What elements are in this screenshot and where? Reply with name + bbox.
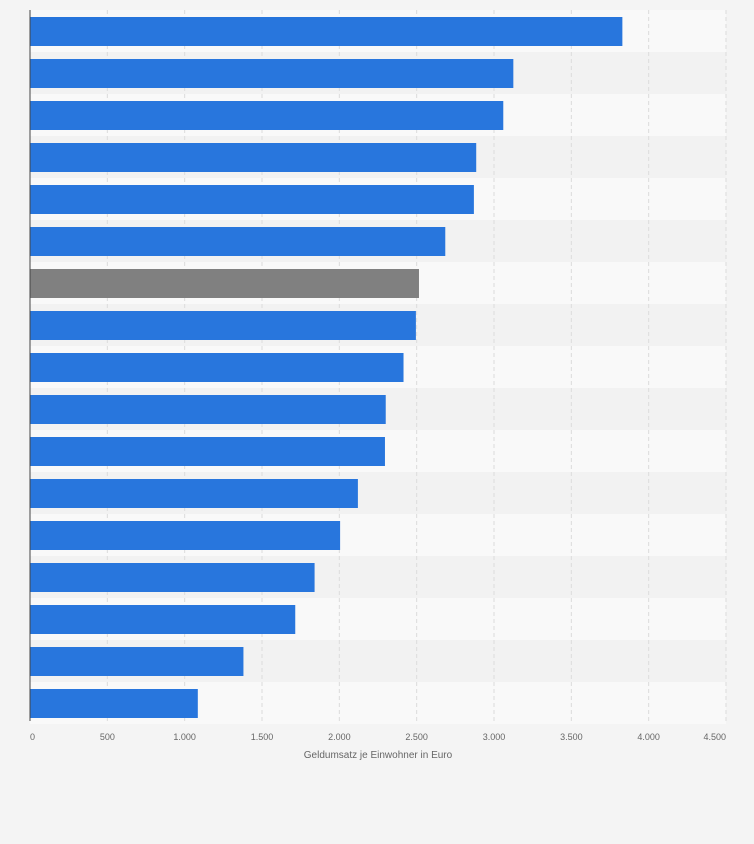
x-tick-label: 1.000 xyxy=(173,732,196,742)
x-tick-label: 0 xyxy=(30,732,35,742)
bar[interactable] xyxy=(30,647,244,676)
bar[interactable] xyxy=(30,563,315,592)
bar[interactable] xyxy=(30,185,474,214)
bar[interactable] xyxy=(30,17,623,46)
bar[interactable] xyxy=(30,59,514,88)
x-tick-label: 2.000 xyxy=(328,732,351,742)
bars xyxy=(30,17,623,718)
x-tick-label: 4.500 xyxy=(703,732,726,742)
x-tick-label: 4.000 xyxy=(637,732,660,742)
x-tick-label: 2.500 xyxy=(405,732,428,742)
x-tick-label: 500 xyxy=(100,732,115,742)
bar[interactable] xyxy=(30,521,341,550)
bar[interactable] xyxy=(30,101,504,130)
x-tick-label: 1.500 xyxy=(251,732,274,742)
x-tick-label: 3.000 xyxy=(483,732,506,742)
bar[interactable] xyxy=(30,353,404,382)
bar[interactable] xyxy=(30,227,446,256)
bar[interactable] xyxy=(30,479,358,508)
bar[interactable] xyxy=(30,437,385,466)
bar[interactable] xyxy=(30,269,419,298)
x-tick-labels: 0 500 1.000 1.500 2.000 2.500 3.000 3.500 4.000 4… xyxy=(30,732,726,742)
x-axis-label: Geldumsatz je Einwohner in Euro xyxy=(304,750,453,761)
bar[interactable] xyxy=(30,689,198,718)
bar[interactable] xyxy=(30,311,416,340)
bar[interactable] xyxy=(30,605,296,634)
bar[interactable] xyxy=(30,143,477,172)
bar[interactable] xyxy=(30,395,386,424)
x-tick-label: 3.500 xyxy=(560,732,583,742)
